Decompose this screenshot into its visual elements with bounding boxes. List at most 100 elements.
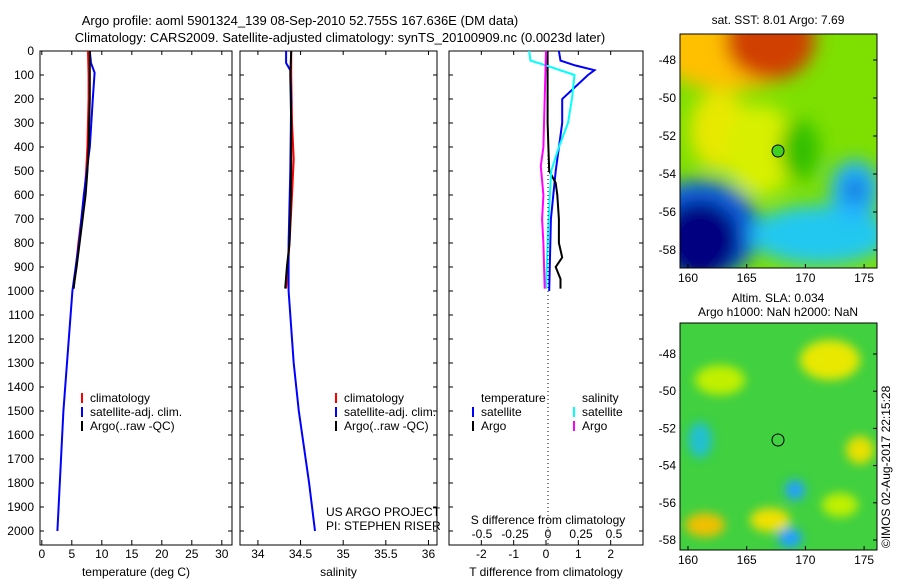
x-tick-label: 34.5: [289, 547, 313, 561]
map-y-tick-label: -54: [659, 459, 677, 473]
x-tick-label: -1: [508, 547, 519, 561]
sla-map: [680, 323, 877, 550]
map-x-tick-label: 170: [795, 271, 815, 285]
x-axis-label: salinity: [320, 565, 357, 579]
map-x-tick-label: 175: [854, 553, 874, 567]
y-tick-label: 1900: [7, 500, 34, 514]
map-y-tick-label: -58: [659, 243, 677, 257]
x-tick-label: 36: [422, 547, 436, 561]
s-axis-label: S difference from climatology: [471, 513, 626, 527]
y-tick-label: 300: [14, 116, 34, 130]
s-tick-label: 0.25: [569, 527, 593, 541]
s-tick-label: 0: [545, 527, 552, 541]
y-tick-label: 700: [14, 212, 34, 226]
x-tick-label: 30: [215, 547, 229, 561]
y-tick-label: 1200: [7, 332, 34, 346]
legend-label: Argo(..raw -QC): [344, 419, 429, 433]
series-line-satellite-adj-clim-: [56, 50, 96, 532]
legend-label: satellite: [481, 405, 522, 419]
title-line1: Argo profile: aoml 5901324_139 08-Sep-20…: [82, 13, 519, 28]
panel-frame-difference: [448, 50, 644, 546]
y-tick-label: 500: [14, 164, 34, 178]
y-tick-label: 200: [14, 92, 34, 106]
y-tick-label: 1000: [7, 284, 34, 298]
series-line-t-satellite: [548, 50, 597, 292]
x-tick-label: 1: [575, 547, 582, 561]
map-y-tick-label: -52: [659, 421, 677, 435]
annotation-pi: PI: STEPHEN RISER: [326, 519, 441, 533]
argo-location-marker-sla: [771, 433, 785, 447]
panel-frame-salinity: [239, 50, 438, 546]
series-line-s-argo: [539, 50, 547, 289]
map-y-tick-label: -56: [659, 496, 677, 510]
panel-frame-temperature: [39, 50, 233, 546]
y-tick-label: 1800: [7, 476, 34, 490]
y-tick-label: 600: [14, 188, 34, 202]
sst-map-frame: [679, 33, 878, 269]
x-tick-label: 10: [95, 547, 109, 561]
series-line-argo-raw-qc-: [284, 50, 293, 289]
map-y-tick-label: -54: [659, 167, 677, 181]
x-axis-label: T difference from climatology: [469, 565, 623, 579]
argo-location-marker: [771, 144, 785, 158]
y-tick-label: 1600: [7, 428, 34, 442]
legend-label: Argo: [582, 419, 608, 433]
y-tick-label: 1300: [7, 356, 34, 370]
x-tick-label: 35: [337, 547, 351, 561]
title-line2: Climatology: CARS2009. Satellite-adjuste…: [75, 30, 605, 45]
legend-label: Argo(..raw -QC): [90, 419, 175, 433]
legend-heading-salinity: salinity: [582, 391, 619, 405]
series-line-s-satellite: [528, 50, 576, 289]
legend-label: Argo: [481, 419, 507, 433]
x-tick-label: 25: [185, 547, 199, 561]
legend-label: satellite-adj. clim.: [90, 405, 182, 419]
y-tick-label: 0: [27, 44, 34, 58]
map-x-tick-label: 165: [737, 553, 757, 567]
s-tick-label: -0.25: [501, 527, 529, 541]
map-x-tick-label: 160: [678, 553, 698, 567]
legend-label: climatology: [344, 391, 404, 405]
map-x-tick-label: 170: [795, 553, 815, 567]
y-tick-label: 900: [14, 260, 34, 274]
y-tick-label: 100: [14, 68, 34, 82]
sla-map-title2: Argo h1000: NaN h2000: NaN: [698, 305, 858, 319]
map-y-tick-label: -48: [659, 53, 677, 67]
y-tick-label: 1400: [7, 380, 34, 394]
map-y-tick-label: -58: [659, 533, 677, 547]
y-tick-label: 400: [14, 140, 34, 154]
map-x-tick-label: 165: [737, 271, 757, 285]
legend-label: satellite: [582, 405, 623, 419]
legend-heading-temperature: temperature: [481, 391, 546, 405]
sst-map-title: sat. SST: 8.01 Argo: 7.69: [712, 13, 845, 27]
legend-label: climatology: [90, 391, 150, 405]
series-line-t-argo: [546, 51, 564, 289]
map-x-tick-label: 160: [678, 271, 698, 285]
x-tick-label: 35.5: [374, 547, 398, 561]
map-y-tick-label: -56: [659, 205, 677, 219]
x-tick-label: 20: [155, 547, 169, 561]
y-tick-label: 1700: [7, 452, 34, 466]
y-tick-label: 1500: [7, 404, 34, 418]
sst-map: [680, 34, 877, 268]
s-tick-label: 0.5: [606, 527, 623, 541]
x-tick-label: 34: [251, 547, 265, 561]
x-tick-label: 0: [38, 547, 45, 561]
x-tick-label: -2: [476, 547, 487, 561]
map-y-tick-label: -50: [659, 91, 677, 105]
x-tick-label: 2: [607, 547, 614, 561]
series-line-argo-raw-qc-: [72, 51, 91, 289]
x-axis-label: temperature (deg C): [82, 565, 190, 579]
s-tick-label: -0.5: [472, 527, 493, 541]
sla-map-frame: [679, 322, 878, 551]
annotation-project: US ARGO PROJECT: [326, 505, 441, 519]
sla-map-title1: Altim. SLA: 0.034: [732, 291, 825, 305]
map-y-tick-label: -50: [659, 384, 677, 398]
map-y-tick-label: -48: [659, 347, 677, 361]
y-tick-label: 1100: [8, 308, 34, 322]
x-tick-label: 0: [543, 547, 550, 561]
y-tick-label: 2000: [7, 524, 34, 538]
imos-stamp: ©IMOS 02-Aug-2017 22:15:28: [879, 385, 893, 548]
map-x-tick-label: 175: [854, 271, 874, 285]
